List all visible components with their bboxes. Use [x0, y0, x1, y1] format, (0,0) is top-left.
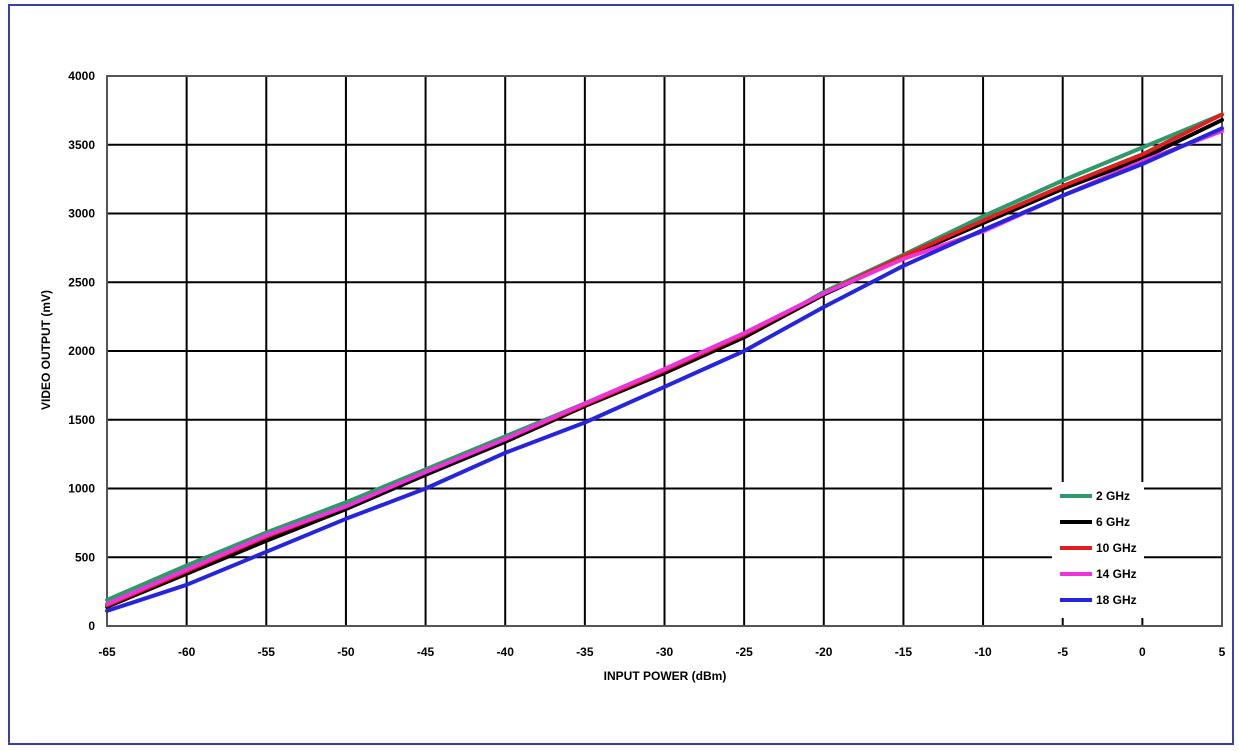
x-tick-label: -10: [974, 645, 992, 659]
y-tick-label: 0: [88, 619, 95, 633]
y-tick-label: 1000: [68, 482, 95, 496]
series-lines: [105, 112, 1224, 613]
legend-label: 2 GHz: [1096, 489, 1130, 503]
x-tick-label: 5: [1219, 645, 1226, 659]
y-tick-labels: 0 500 1000 1500 2000 2500 3000 3500 4000: [68, 69, 95, 633]
x-tick-label: -40: [497, 645, 515, 659]
legend-label: 10 GHz: [1096, 541, 1137, 555]
x-tick-label: -45: [417, 645, 435, 659]
y-tick-label: 1500: [68, 413, 95, 427]
y-tick-label: 4000: [68, 69, 95, 83]
series-line: [105, 126, 1224, 613]
series-line: [105, 118, 1224, 609]
x-tick-label: -30: [656, 645, 674, 659]
legend-label: 18 GHz: [1096, 593, 1137, 607]
x-tick-label: -20: [815, 645, 833, 659]
x-tick-label: -35: [576, 645, 594, 659]
x-tick-label: 0: [1139, 645, 1146, 659]
x-tick-label: -50: [337, 645, 355, 659]
x-tick-labels: -65 -60 -55 -50 -45 -40 -35 -30 -25 -20 -15 -10 -5 0 5: [98, 645, 1225, 659]
grid: [106, 75, 1223, 627]
y-tick-label: 2000: [68, 344, 95, 358]
x-tick-label: -60: [178, 645, 196, 659]
legend-label: 6 GHz: [1096, 515, 1130, 529]
y-tick-label: 500: [75, 550, 95, 564]
y-axis-title: VIDEO OUTPUT (mV): [39, 290, 53, 410]
y-tick-label: 3500: [68, 138, 95, 152]
y-tick-label: 3000: [68, 207, 95, 221]
x-tick-label: -55: [258, 645, 276, 659]
x-axis-title: INPUT POWER (dBm): [604, 669, 727, 683]
legend: 2 GHz 6 GHz 10 GHz 14 GHz 18 GHz: [1052, 482, 1144, 618]
x-tick-label: -5: [1057, 645, 1068, 659]
y-tick-label: 2500: [68, 275, 95, 289]
plot-area-border: [106, 75, 1223, 627]
x-tick-label: -15: [895, 645, 913, 659]
chart-frame: [8, 4, 1234, 745]
legend-label: 14 GHz: [1096, 567, 1137, 581]
x-tick-label: -25: [735, 645, 753, 659]
x-tick-label: -65: [98, 645, 116, 659]
